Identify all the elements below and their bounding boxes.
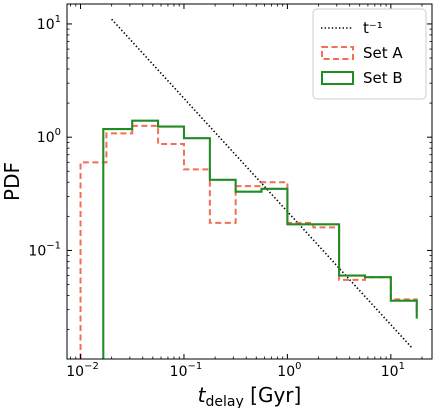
y-tick-label: 101 bbox=[37, 14, 61, 33]
x-tick-label: 10−1 bbox=[170, 361, 203, 380]
y-axis-label: PDF bbox=[0, 162, 24, 201]
y-tick-label: 100 bbox=[37, 127, 61, 146]
x-tick-label: 10−2 bbox=[66, 361, 99, 380]
legend-label: t⁻¹ bbox=[363, 19, 383, 37]
legend-swatch-set-b bbox=[321, 71, 354, 85]
x-axis-label: tdelay [Gyr] bbox=[198, 383, 302, 408]
x-tick-label: 101 bbox=[381, 361, 405, 380]
legend-label: Set A bbox=[363, 44, 403, 62]
legend-swatch-set-a bbox=[321, 46, 354, 60]
series-set-a-histogram bbox=[79, 124, 418, 359]
series-tinv-line bbox=[111, 18, 413, 349]
y-tick-label: 10−1 bbox=[28, 240, 61, 259]
series-set-b-histogram bbox=[102, 119, 418, 359]
plot-frame bbox=[66, 3, 433, 360]
data-group bbox=[79, 18, 418, 359]
legend-label: Set B bbox=[363, 69, 403, 87]
x-tick-label: 100 bbox=[277, 361, 301, 380]
legend bbox=[312, 8, 427, 100]
